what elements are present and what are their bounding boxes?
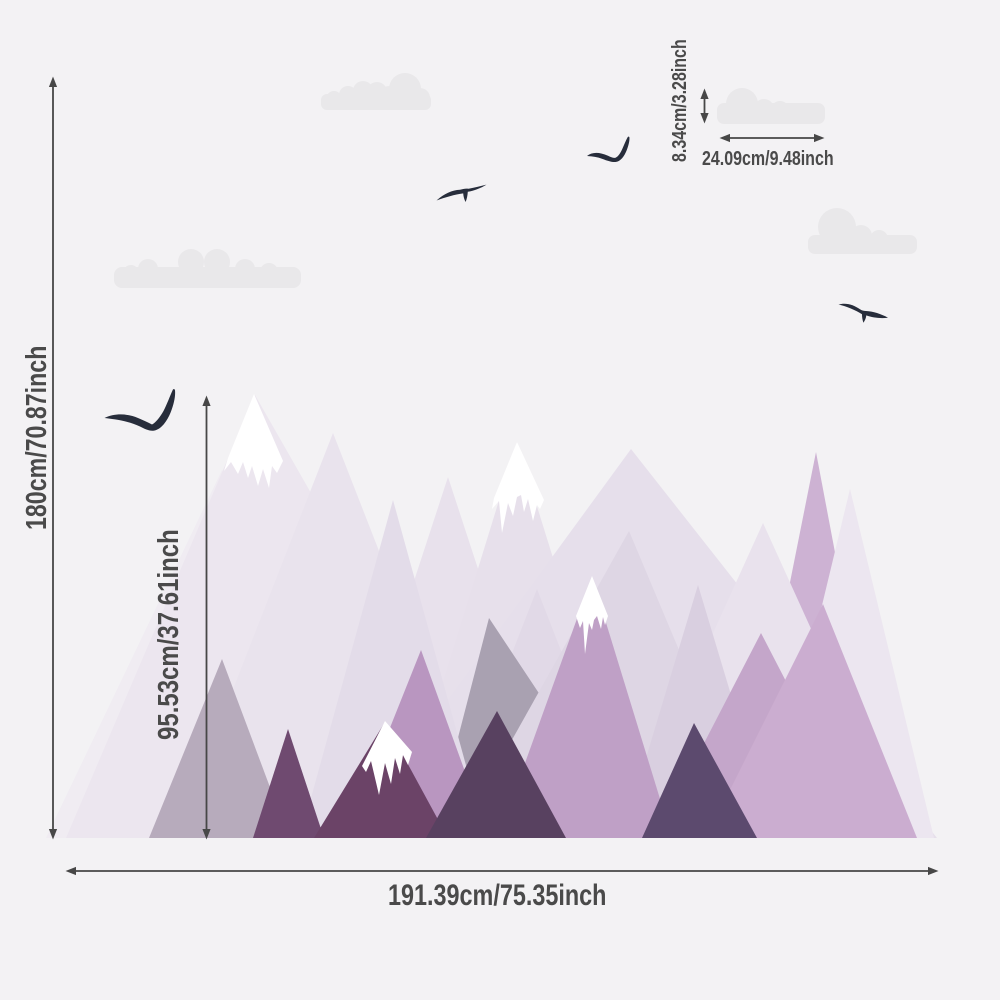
svg-text:180cm/70.87inch: 180cm/70.87inch [19,346,52,530]
svg-text:191.39cm/75.35inch: 191.39cm/75.35inch [388,878,606,911]
svg-text:8.34cm/3.28inch: 8.34cm/3.28inch [668,39,690,162]
svg-text:24.09cm/9.48inch: 24.09cm/9.48inch [702,147,834,169]
svg-text:95.53cm/37.61inch: 95.53cm/37.61inch [152,529,185,740]
